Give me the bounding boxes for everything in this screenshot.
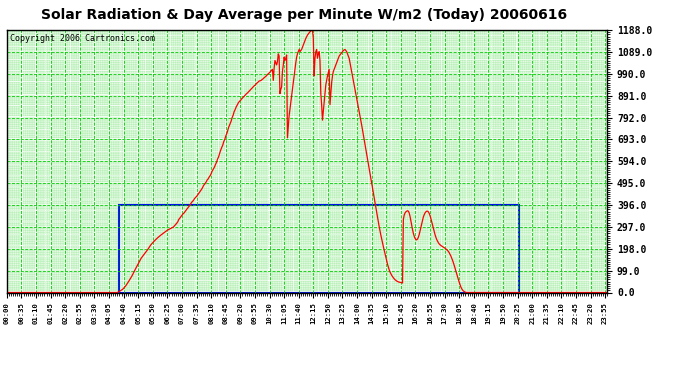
Bar (119, 205, 519, 292)
Text: Copyright 2006 Cartronics.com: Copyright 2006 Cartronics.com (10, 34, 155, 43)
Text: Solar Radiation & Day Average per Minute W/m2 (Today) 20060616: Solar Radiation & Day Average per Minute… (41, 8, 566, 21)
